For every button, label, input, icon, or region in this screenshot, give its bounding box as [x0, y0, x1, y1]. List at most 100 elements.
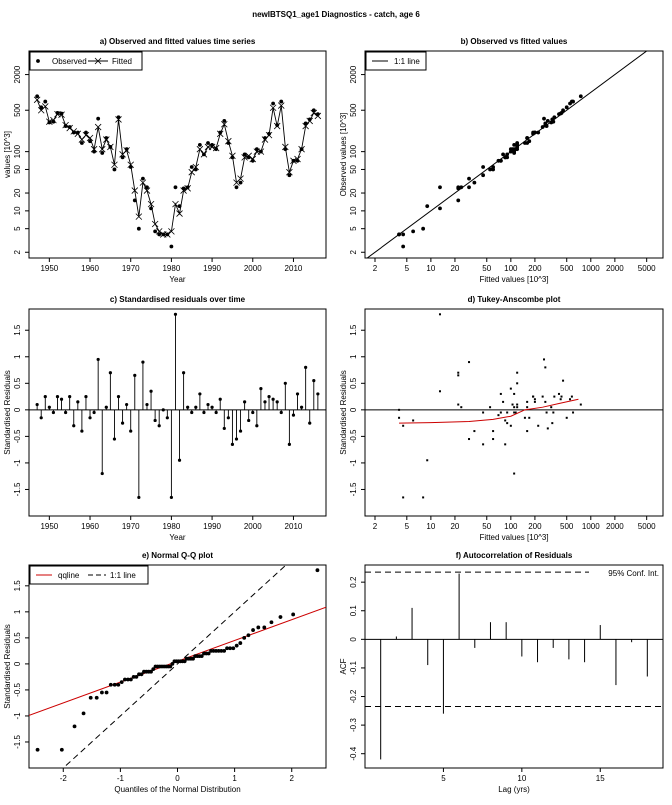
tukey-point — [532, 395, 535, 398]
residual-point — [35, 402, 39, 407]
panel-title-a: a) Observed and fitted values time serie… — [100, 37, 256, 46]
x-tick-label-b: 20 — [450, 264, 459, 273]
residual-point — [161, 408, 165, 412]
x-tick-label-b: 1000 — [582, 264, 600, 273]
obs-vs-fit-point — [491, 165, 495, 169]
qq-point — [149, 669, 153, 674]
plot-frame-d — [364, 308, 664, 517]
qq-point — [151, 667, 156, 672]
qq-point — [315, 568, 320, 573]
y-tick-label-f: 0.2 — [349, 576, 358, 588]
x-axis-label-b: Fitted values [10^3] — [479, 275, 548, 284]
x-axis-label-c: Year — [169, 533, 186, 542]
fitted-marker — [168, 228, 175, 235]
qq-point — [126, 677, 130, 682]
tukey-point — [551, 422, 554, 425]
y-tick-label-c: -1 — [13, 459, 22, 467]
fitted-marker — [127, 161, 134, 169]
observed-point — [185, 185, 190, 190]
tukey-point — [502, 400, 505, 403]
fitted-marker — [139, 179, 147, 186]
tukey-point — [509, 424, 512, 427]
tukey-point — [460, 406, 463, 409]
observed-point — [193, 167, 198, 172]
residual-point — [218, 397, 222, 401]
obs-vs-fit-point — [512, 147, 517, 152]
fitted-marker-b — [90, 145, 98, 153]
observed-point — [132, 198, 137, 203]
tukey-point — [506, 422, 509, 425]
observed-point — [222, 119, 227, 123]
tukey-point — [468, 438, 471, 441]
residual-point — [64, 410, 68, 415]
observed-point — [169, 244, 174, 249]
residual-point — [116, 394, 121, 399]
obs-vs-fit-point — [397, 232, 401, 237]
qq-point — [72, 724, 77, 729]
x-tick-label-c: 1960 — [81, 522, 99, 531]
tukey-point — [557, 392, 560, 395]
observed-point — [96, 116, 101, 121]
residual-point — [125, 402, 129, 407]
fitted-marker-b — [310, 109, 318, 117]
residual-point — [39, 416, 43, 420]
obs-vs-fit-point — [515, 147, 520, 152]
obs-vs-fit-point — [542, 116, 546, 121]
tukey-point — [533, 398, 536, 401]
fitted-marker — [286, 168, 293, 176]
observed-point — [43, 99, 48, 104]
x-tick-label-b: 500 — [560, 264, 574, 273]
tukey-point — [492, 438, 495, 441]
tukey-point — [497, 414, 500, 417]
observed-point — [283, 147, 288, 152]
qq-point — [269, 620, 274, 625]
obs-vs-fit-point — [488, 167, 492, 172]
obs-vs-fit-point — [467, 176, 471, 181]
residual-point — [141, 360, 145, 364]
residual-point — [243, 400, 247, 404]
fitted-marker — [111, 161, 118, 169]
observed-point — [79, 141, 84, 145]
x-axis-label-f: Lag (yrs) — [498, 785, 530, 794]
tukey-point — [509, 387, 512, 390]
obs-vs-fit-point — [571, 99, 575, 104]
y-tick-label-d: 1 — [349, 354, 358, 359]
y-tick-label-e: 0.5 — [13, 632, 22, 644]
obs-vs-fit-point — [456, 198, 461, 203]
observed-point — [39, 105, 44, 110]
residual-point — [312, 379, 316, 383]
observed-point — [84, 130, 88, 135]
tukey-point — [468, 361, 471, 364]
plot-area-b — [366, 51, 648, 258]
x-tick-label-c: 1990 — [203, 522, 221, 531]
fitted-marker-b — [155, 228, 163, 235]
residual-point — [76, 400, 80, 404]
observed-point — [254, 147, 259, 152]
x-tick-label-d: 10 — [426, 522, 435, 531]
fitted-marker-b — [82, 131, 90, 139]
observed-point — [128, 165, 133, 169]
x-tick-label-d: 2 — [373, 522, 378, 531]
residual-point — [198, 392, 202, 396]
residual-point — [234, 437, 239, 441]
y-tick-label-b: 5 — [349, 226, 358, 231]
fitted-marker — [98, 145, 106, 153]
y-axis-label-d: Standardised Residuals — [339, 370, 348, 455]
obs-vs-fit-point — [540, 125, 545, 129]
residual-point — [80, 429, 84, 433]
fitted-marker-b — [94, 123, 102, 131]
obs-vs-fit-point — [421, 226, 426, 231]
x-tick-label-d: 50 — [482, 522, 491, 531]
y-tick-label-b: 50 — [349, 164, 358, 173]
fitted-marker-b — [131, 187, 139, 194]
residual-point — [92, 410, 96, 415]
qq-point — [206, 651, 211, 656]
y-tick-label-a: 10 — [13, 206, 22, 215]
y-tick-label-c: -1.5 — [13, 482, 22, 496]
observed-point — [59, 111, 64, 116]
tukey-point — [482, 411, 485, 414]
fitted-marker — [277, 102, 285, 109]
tukey-point — [489, 406, 492, 409]
observed-point — [189, 165, 194, 169]
